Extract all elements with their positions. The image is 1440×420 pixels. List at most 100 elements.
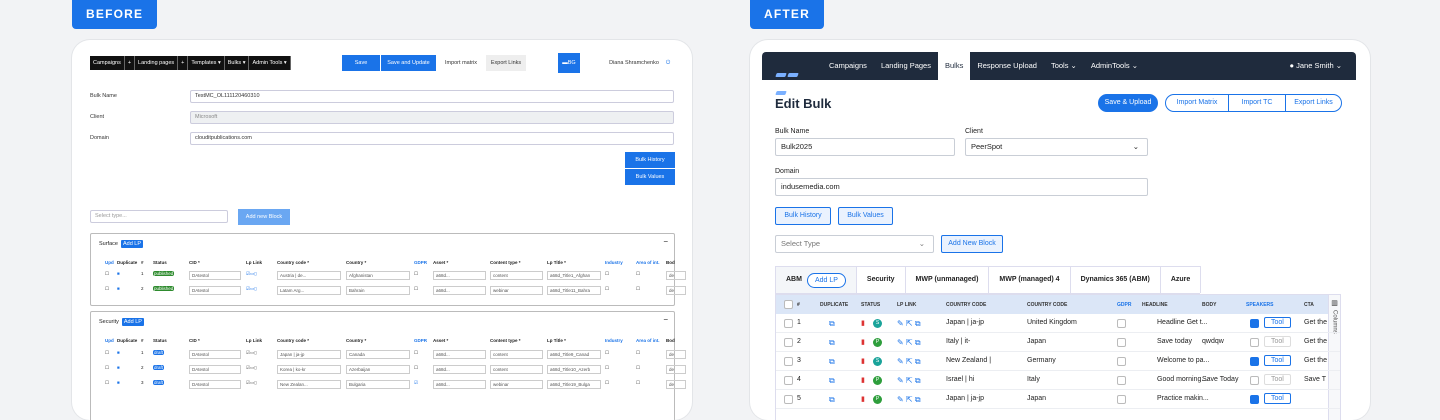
content-type-select[interactable]: webinar	[490, 286, 543, 295]
add-lp-button[interactable]: Add LP	[806, 272, 846, 288]
speaker-checkbox[interactable]	[1250, 376, 1259, 385]
body-field[interactable]: de	[666, 380, 686, 389]
duplicate-icon[interactable]: ■	[117, 271, 120, 276]
lp-title-field[interactable]: a68d_Title1_Afghan	[547, 271, 601, 280]
country-code-select[interactable]: Latam Arg...	[277, 286, 341, 295]
delete-icon[interactable]: ▮	[861, 339, 865, 346]
tab-dynamics[interactable]: Dynamics 365 (ABM)	[1069, 266, 1161, 293]
lp-link-icons[interactable]: ☑▭▯	[246, 286, 257, 291]
save-upload-button[interactable]: Save & Upload	[1098, 94, 1158, 112]
gdpr-checkbox[interactable]	[1117, 357, 1126, 366]
bg-button[interactable]: ▬BG	[558, 53, 580, 73]
lp-title-field[interactable]: a68d_Title9_Canad	[547, 350, 601, 359]
save-button[interactable]: Save	[342, 55, 380, 71]
lp-link-icons[interactable]: ✎ ⇱ ⧉	[897, 395, 921, 404]
add-new-block-button[interactable]: Add new Block	[238, 209, 290, 225]
client-select[interactable]: PeerSpot ⌄	[965, 138, 1148, 156]
content-type-select[interactable]: content	[490, 271, 543, 280]
add-new-block-button[interactable]: Add New Block	[941, 235, 1003, 253]
row-checkbox[interactable]	[784, 376, 793, 385]
country-select[interactable]: Azerbaijan	[346, 365, 410, 374]
tab-security[interactable]: Security	[855, 266, 906, 293]
power-icon[interactable]: ⏻	[665, 60, 671, 66]
speaker-checkbox[interactable]	[1250, 319, 1259, 328]
logo-icon[interactable]	[775, 64, 810, 95]
tab-abm[interactable]: ABM Add LP	[775, 266, 857, 293]
duplicate-icon[interactable]: ⧉	[829, 338, 835, 347]
duplicate-icon[interactable]: ■	[117, 380, 120, 385]
country-code-select[interactable]: Japan | ja-jp	[277, 350, 341, 359]
lp-title-field[interactable]: a68d_Title11_Bahra	[547, 286, 601, 295]
asset-select[interactable]: a68d...	[433, 271, 486, 280]
nav-tools[interactable]: Tools ⌄	[1050, 61, 1077, 70]
lp-link-icons[interactable]: ✎ ⇱ ⧉	[897, 319, 921, 328]
content-type-select[interactable]: webinar	[490, 380, 543, 389]
lp-link-icons[interactable]: ☑▭▯	[246, 380, 257, 385]
domain-field[interactable]: clouditpublications.com	[190, 132, 674, 145]
speaker-tool-button[interactable]: Tool	[1264, 355, 1291, 366]
collapse-icon[interactable]: −	[663, 315, 668, 324]
tab-mwp-unmanaged[interactable]: MWP (unmanaged)	[904, 266, 990, 293]
body-field[interactable]: de	[666, 286, 686, 295]
country-code-select[interactable]: Korea | ko-kr	[277, 365, 341, 374]
import-tc-button[interactable]: Import TC	[1228, 94, 1286, 112]
duplicate-icon[interactable]: ■	[117, 350, 120, 355]
nav-admin-tools[interactable]: Admin Tools ▾	[249, 56, 291, 70]
cid-field[interactable]: DAtestol	[189, 365, 241, 374]
country-select[interactable]: Canada	[346, 350, 410, 359]
asset-select[interactable]: a68d...	[433, 350, 486, 359]
columns-panel-toggle[interactable]: ▥ Columns	[1328, 295, 1340, 420]
duplicate-icon[interactable]: ■	[117, 365, 120, 370]
add-lp-button[interactable]: Add LP	[121, 318, 144, 326]
duplicate-icon[interactable]: ⧉	[829, 376, 835, 385]
lp-title-field[interactable]: a68d_Title10_Azerb	[547, 365, 601, 374]
nav-bulks[interactable]: Bulks ▾	[224, 56, 250, 70]
collapse-icon[interactable]: −	[663, 237, 668, 246]
tab-azure[interactable]: Azure	[1159, 266, 1202, 293]
speaker-checkbox[interactable]	[1250, 357, 1259, 366]
nav-landing-pages[interactable]: Landing pages	[135, 56, 179, 70]
cid-field[interactable]: DAtestol	[189, 380, 241, 389]
bulk-values-button[interactable]: Bulk Values	[625, 169, 675, 185]
country-select[interactable]: Bahrain	[346, 286, 410, 295]
select-type-dropdown[interactable]: Select type...	[90, 210, 228, 223]
delete-icon[interactable]: ▮	[861, 377, 865, 384]
nav-add-landing-page[interactable]: +	[178, 56, 189, 70]
cid-field[interactable]: DAtestol	[189, 286, 241, 295]
duplicate-icon[interactable]: ■	[117, 286, 120, 291]
nav-response-upload[interactable]: Response Upload	[977, 61, 1037, 70]
bulk-history-button[interactable]: Bulk History	[775, 207, 831, 225]
lp-link-icons[interactable]: ✎ ⇱ ⧉	[897, 376, 921, 385]
country-code-select[interactable]: Austria | de...	[277, 271, 341, 280]
lp-title-field[interactable]: a68d_Title19_Bulga	[547, 380, 601, 389]
gdpr-checkbox[interactable]	[1117, 338, 1126, 347]
domain-field[interactable]: indusemedia.com	[775, 178, 1148, 196]
save-update-button[interactable]: Save and Update	[381, 55, 436, 71]
speaker-tool-button[interactable]: Tool	[1264, 336, 1291, 347]
row-checkbox[interactable]	[784, 338, 793, 347]
lp-link-icons[interactable]: ✎ ⇱ ⧉	[897, 338, 921, 347]
asset-select[interactable]: a68d...	[433, 380, 486, 389]
cid-field[interactable]: DAtestol	[189, 350, 241, 359]
add-lp-button[interactable]: Add LP	[120, 240, 144, 248]
nav-admin-tools[interactable]: AdminTools ⌄	[1090, 61, 1138, 70]
body-field[interactable]: de	[666, 365, 686, 374]
bulk-name-field[interactable]: Bulk2025	[775, 138, 955, 156]
speaker-tool-button[interactable]: Tool	[1264, 393, 1291, 404]
client-field[interactable]: Microsoft	[190, 111, 674, 124]
nav-bulks[interactable]: Bulks	[937, 52, 971, 80]
row-checkbox[interactable]	[784, 319, 793, 328]
asset-select[interactable]: a68d...	[433, 286, 486, 295]
lp-link-icons[interactable]: ☑▭▯	[246, 350, 257, 355]
country-code-select[interactable]: New Zealan...	[277, 380, 341, 389]
duplicate-icon[interactable]: ⧉	[829, 395, 835, 404]
speaker-tool-button[interactable]: Tool	[1264, 317, 1291, 328]
row-checkbox[interactable]	[784, 357, 793, 366]
tab-mwp-managed[interactable]: MWP (managed) 4	[988, 266, 1071, 293]
speaker-checkbox[interactable]	[1250, 338, 1259, 347]
cid-field[interactable]: DAtestol	[189, 271, 241, 280]
lp-link-icons[interactable]: ☑▭▯	[246, 271, 257, 276]
country-select[interactable]: Bulgaria	[346, 380, 410, 389]
delete-icon[interactable]: ▮	[861, 396, 865, 403]
export-links-button[interactable]: Export Links	[486, 55, 526, 71]
